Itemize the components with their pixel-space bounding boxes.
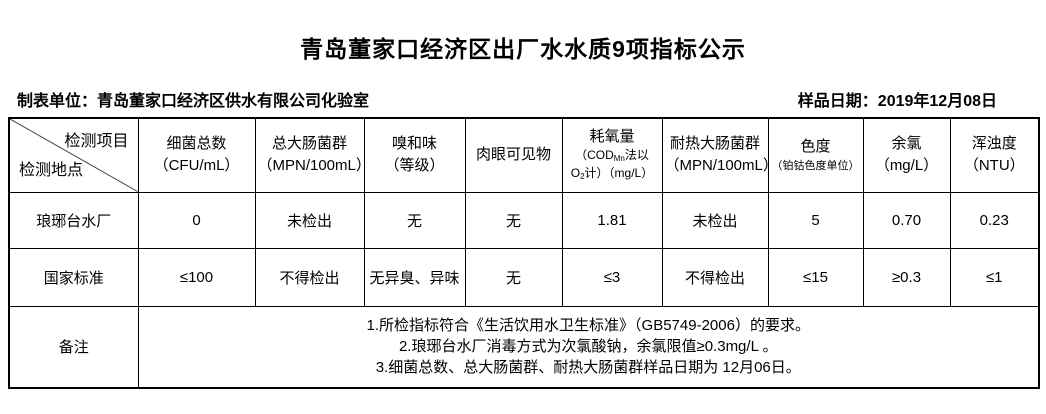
cell-value: 1.81 [561,191,663,249]
header-unit: （MPN/100mL） [664,157,768,175]
header-line1: 色度 [800,138,831,156]
diagonal-header-items: 检测项目 [64,133,129,150]
header-total-coliform: 总大肠菌群 （MPN/100mL） [254,117,365,193]
cell-value: 0.23 [949,191,1040,249]
cod-subscript: Mn [613,154,625,164]
cell-value: 无 [363,191,466,249]
header-unit: （mg/L） [874,157,939,175]
header-cod-method-line: （CODMn法以 [575,148,649,164]
header-line1: 肉眼可见物 [475,146,551,164]
header-unit: （MPN/100mL） [257,157,364,175]
cell-value: ≤100 [137,247,256,307]
header-unit: （铂钴色度单位） [771,160,860,173]
header-line1: 浑浊度 [971,135,1017,153]
water-quality-table: 检测项目 检测地点 细菌总数 （CFU/mL） 总大肠菌群 （MPN/100mL… [8,117,1040,389]
header-line1: 细菌总数 [166,135,227,153]
header-line1: 耗氧量 [589,128,635,146]
cell-value: ≤1 [949,247,1040,307]
remark-label: 备注 [8,305,139,389]
header-residual-chlorine: 余氯 （mg/L） [862,117,951,193]
row-label: 琅琊台水厂 [8,191,139,249]
header-line1: 总大肠菌群 [271,135,347,153]
header-unit: （等级） [384,157,445,175]
cell-value: 无 [464,247,563,307]
cell-value: 无异臭、异味 [363,247,466,307]
cell-value: 0.70 [862,191,951,249]
header-line1: 耐热大肠菌群 [669,135,760,153]
cell-value: ≤3 [561,247,663,307]
header-unit: （CFU/mL） [153,157,240,175]
row-langyatai-plant: 琅琊台水厂 0 未检出 无 无 1.81 未检出 5 0.70 0.23 [8,191,1040,249]
sample-date-label: 样品日期：2019年12月08日 [797,93,997,110]
page-title: 青岛董家口经济区出厂水水质9项指标公示 [300,36,746,62]
header-cod-unit-line: O2计）（mg/L） [570,166,654,182]
remark-line-1: 1.所检指标符合《生活饮用水卫生标准》（GB5749-2006）的要求。 [366,317,810,335]
header-line1: 余氯 [891,135,922,153]
header-oxygen-consumption: 耗氧量 （CODMn法以 O2计）（mg/L） [561,117,663,193]
header-chroma: 色度 （铂钴色度单位） [767,117,864,193]
cell-value: 未检出 [661,191,769,249]
table-header-row: 检测项目 检测地点 细菌总数 （CFU/mL） 总大肠菌群 （MPN/100mL… [8,117,1040,193]
row-remark: 备注 1.所检指标符合《生活饮用水卫生标准》（GB5749-2006）的要求。 … [8,305,1040,389]
cell-value: 0 [137,191,256,249]
header-bacteria-total: 细菌总数 （CFU/mL） [137,117,256,193]
cell-value: 无 [464,191,563,249]
diagonal-header-cell: 检测项目 检测地点 [8,117,139,193]
remark-line-2: 2.琅琊台水厂消毒方式为次氯酸钠，余氯限值≥0.3mg/L 。 [398,338,778,356]
cell-value: 不得检出 [661,247,769,307]
o2-subscript: 2 [580,172,585,182]
header-visible-matter: 肉眼可见物 [464,117,563,193]
header-turbidity: 浑浊度 （NTU） [949,117,1040,193]
header-odor-taste: 嗅和味 （等级） [363,117,466,193]
cell-value: ≤15 [767,247,864,307]
row-national-standard: 国家标准 ≤100 不得检出 无异臭、异味 无 ≤3 不得检出 ≤15 ≥0.3… [8,247,1040,307]
cell-value: ≥0.3 [862,247,951,307]
cell-value: 5 [767,191,864,249]
producer-label: 制表单位：青岛董家口经济区供水有限公司化验室 [17,93,370,110]
header-thermotolerant-coliform: 耐热大肠菌群 （MPN/100mL） [661,117,769,193]
header-line1: 嗅和味 [391,135,437,153]
diagonal-header-sites: 检测地点 [19,161,84,179]
diagonal-divider-line [10,119,138,192]
header-unit: （NTU） [963,157,1025,175]
cell-value: 不得检出 [254,247,365,307]
remark-line-3: 3.细菌总数、总大肠菌群、耐热大肠菌群样品日期为 12月06日。 [375,359,801,377]
cell-value: 未检出 [254,191,365,249]
remark-content: 1.所检指标符合《生活饮用水卫生标准》（GB5749-2006）的要求。 2.琅… [137,305,1040,389]
row-label: 国家标准 [8,247,139,307]
